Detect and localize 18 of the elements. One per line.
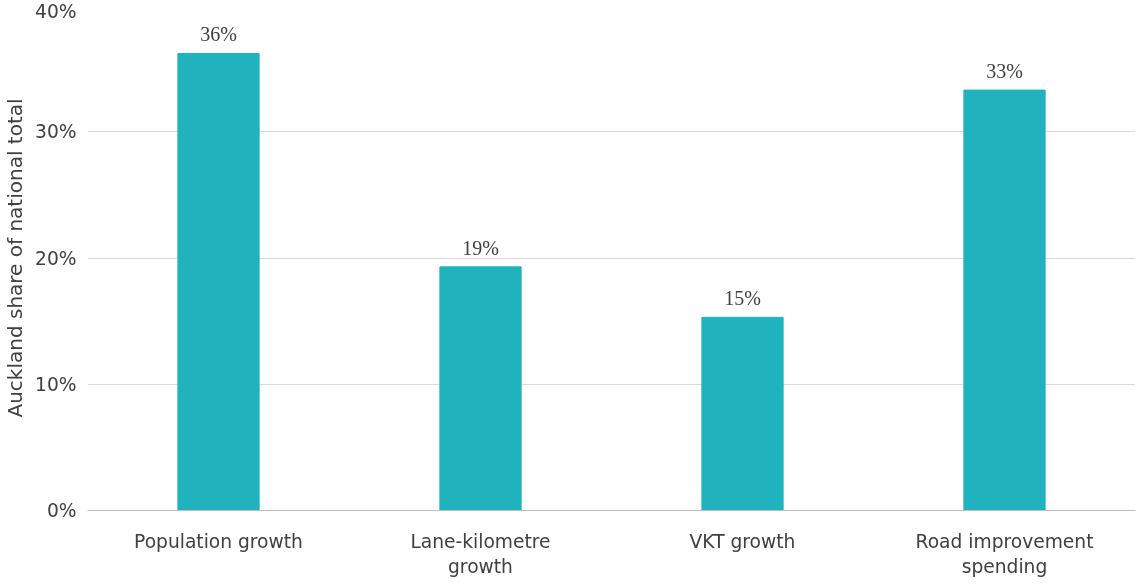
- y-axis-title: Auckland share of national total: [3, 98, 28, 418]
- y-tick-label: 10%: [35, 373, 77, 395]
- x-tick-label: Population growth: [134, 530, 303, 552]
- bar: [701, 316, 784, 511]
- bar: [177, 52, 260, 511]
- data-label: 15%: [724, 287, 761, 310]
- data-label: 19%: [462, 236, 499, 259]
- y-tick-label: 30%: [35, 121, 77, 143]
- data-label: 33%: [986, 60, 1023, 83]
- bar: [439, 266, 522, 511]
- y-tick-label: 40%: [35, 0, 77, 22]
- bar: [963, 89, 1046, 511]
- y-tick-label: 0%: [46, 500, 77, 521]
- x-tick-label: Road improvement spending: [915, 530, 1094, 577]
- x-tick-label: VKT growth: [689, 530, 796, 552]
- data-label: 36%: [200, 23, 237, 46]
- y-tick-label: 20%: [35, 247, 77, 269]
- x-tick-label: Lane-kilometre growth: [410, 530, 551, 577]
